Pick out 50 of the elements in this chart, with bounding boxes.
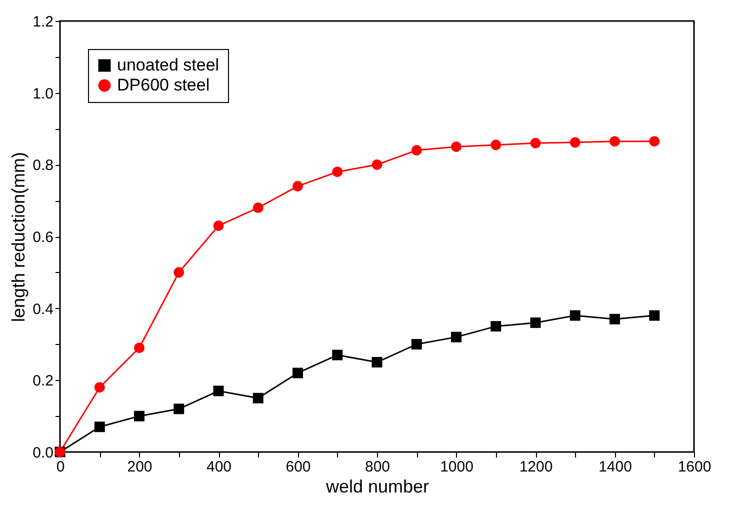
x-tick-label: 800 [364, 458, 390, 476]
point [292, 368, 303, 378]
point [252, 202, 264, 213]
x-tick-label: 1400 [598, 458, 632, 476]
point [530, 317, 541, 328]
point [94, 422, 105, 432]
point [372, 159, 382, 170]
y-tick-label: 0.4 [32, 300, 54, 318]
y-tick-label: 0.0 [32, 444, 54, 462]
point [213, 386, 224, 396]
point [530, 138, 541, 148]
point [610, 136, 620, 147]
y-tick-label: 1.0 [32, 85, 54, 102]
y-tick-label: 0.6 [32, 229, 54, 246]
point [372, 356, 382, 368]
x-tick-label: 600 [286, 458, 311, 476]
legend-label: unoated steel [117, 56, 220, 74]
x-tick-label: 200 [127, 458, 152, 476]
point [570, 137, 580, 148]
x-tick-label: 0 [56, 458, 65, 476]
point [134, 410, 144, 422]
point [411, 145, 422, 156]
point [174, 404, 184, 414]
point [134, 342, 144, 354]
point [174, 267, 184, 278]
x-tick-label: 1000 [440, 458, 474, 476]
y-axis-title: length reduction(mm) [8, 152, 29, 322]
legend-label: DP600 steel [117, 76, 210, 94]
point [292, 180, 303, 192]
point [649, 310, 660, 321]
point [213, 220, 224, 231]
point [332, 350, 343, 360]
y-tick-label: 1.2 [32, 14, 54, 30]
point [610, 314, 620, 324]
point [570, 310, 580, 321]
point [451, 332, 462, 342]
y-tick-label: 0.8 [32, 157, 54, 174]
point [411, 339, 422, 350]
y-tick-label: 0.2 [32, 372, 54, 390]
point [252, 392, 264, 404]
point [649, 136, 660, 147]
point [490, 321, 502, 332]
point [490, 140, 502, 150]
point [451, 141, 462, 152]
point [94, 382, 105, 393]
point [332, 166, 343, 178]
x-tick-label: 400 [206, 458, 232, 476]
x-axis-title: weld number [324, 476, 430, 496]
x-tick-label: 1200 [519, 458, 553, 476]
x-tick-label: 1600 [678, 458, 712, 476]
